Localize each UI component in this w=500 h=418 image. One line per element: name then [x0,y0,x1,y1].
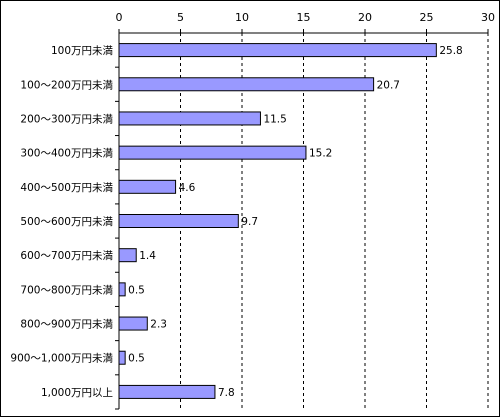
data-label: 11.5 [263,113,286,125]
grid-layer [180,33,489,409]
x-tick-label: 30 [481,11,495,24]
bar-0 [118,43,437,58]
category-label: 100～200万円未満 [20,79,113,91]
x-tick-label: 0 [116,11,123,24]
bar-6 [118,248,137,263]
bar-8 [118,316,148,331]
bar-10 [118,384,216,399]
data-label: 9.7 [241,216,258,228]
category-label: 300～400万円未満 [20,148,113,160]
bar-9 [118,350,126,365]
category-label: 100万円未満 [51,45,114,57]
x-tick-label: 5 [177,11,184,24]
data-label: 15.2 [309,148,332,160]
bar-2 [118,111,261,126]
x-tick-label: 10 [235,11,249,24]
category-label: 700～800万円未満 [20,284,113,296]
category-label: 800～900万円未満 [20,319,113,331]
data-label: 25.8 [439,45,462,57]
axis-layer [115,29,489,410]
category-label: 200～300万円未満 [20,113,113,125]
category-label: 500～600万円未満 [20,216,113,228]
data-label: 0.5 [128,284,145,296]
category-label: 1,000万円以上 [41,387,113,399]
data-label: 4.6 [179,182,196,194]
data-label: 20.7 [377,79,400,91]
bar-1 [118,77,375,92]
labels-layer: 0 5 10 15 20 25 30 100万円未満 25.8 100～200万円未満 20.7 20… [10,11,495,399]
data-label: 7.8 [218,387,235,399]
data-label: 1.4 [139,250,156,262]
category-label: 600～700万円未満 [20,250,113,262]
x-tick-label: 25 [420,11,434,24]
bar-3 [118,145,307,160]
bar-5 [118,214,239,228]
data-label: 0.5 [128,353,145,365]
x-tick-label: 15 [297,11,311,24]
category-label: 900～1,000万円未満 [10,353,113,365]
bar-4 [118,179,177,194]
bars-layer [118,43,437,399]
data-label: 2.3 [150,319,167,331]
x-tick-label: 20 [358,11,372,24]
bar-7 [118,282,126,297]
category-label: 400～500万円未満 [20,182,113,194]
